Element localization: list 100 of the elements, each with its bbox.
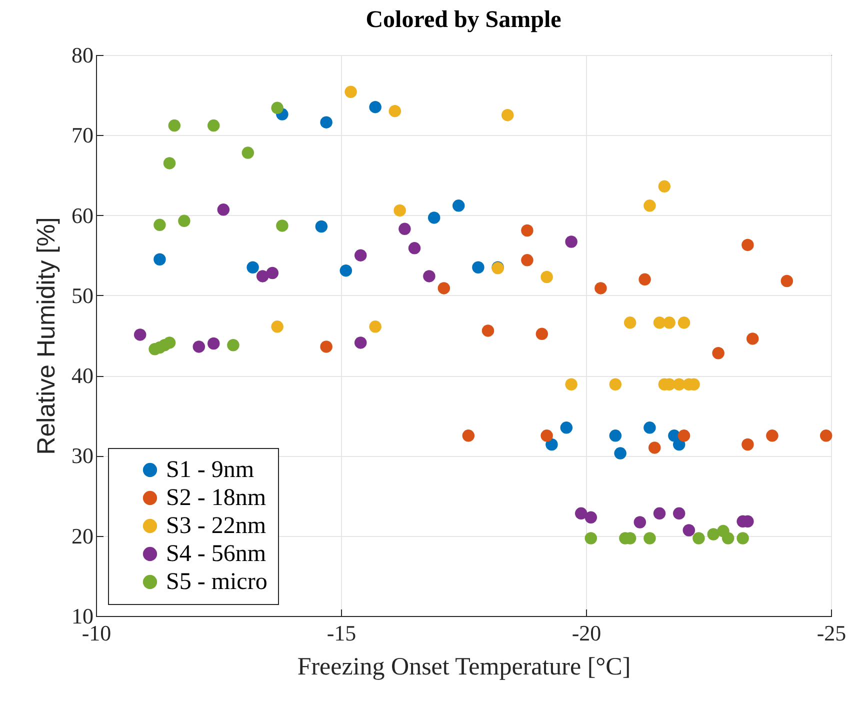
point [766, 430, 778, 442]
point [423, 270, 436, 282]
point [271, 320, 284, 333]
point [658, 180, 671, 193]
point [163, 336, 176, 349]
point [369, 100, 382, 114]
point [594, 282, 607, 294]
point [609, 430, 622, 442]
point [134, 328, 146, 341]
point [663, 316, 676, 329]
point [707, 528, 720, 540]
point [742, 438, 754, 451]
point [315, 220, 328, 233]
point [521, 254, 534, 266]
point [501, 108, 514, 122]
point [692, 532, 705, 544]
point [820, 430, 832, 442]
point [565, 236, 578, 248]
point [644, 532, 656, 544]
y-tick-label: 20 [72, 523, 94, 548]
x-tick-label: -25 [816, 620, 846, 646]
y-tick-label: 70 [72, 122, 94, 148]
point [722, 532, 734, 544]
point [584, 532, 598, 544]
point [746, 332, 759, 345]
point [320, 116, 332, 128]
point [266, 266, 279, 280]
x-tick-label: -15 [326, 620, 356, 646]
point [369, 320, 382, 333]
point [472, 261, 484, 274]
point [672, 507, 686, 520]
point [462, 430, 475, 442]
point [163, 157, 176, 170]
point [227, 339, 240, 352]
point [320, 340, 332, 353]
point [521, 224, 534, 237]
legend-label: S2 - 18nm [166, 485, 266, 511]
point [644, 200, 656, 212]
point [624, 316, 636, 329]
point [614, 447, 626, 460]
point [344, 86, 357, 98]
x-tick-label: -20 [572, 620, 602, 646]
point [276, 220, 288, 232]
point [634, 516, 646, 528]
y-tick-label: 60 [72, 202, 94, 228]
point [438, 282, 450, 294]
legend-label: S4 - 56nm [166, 541, 266, 567]
point [394, 204, 406, 217]
point [678, 430, 690, 442]
point [742, 238, 754, 252]
point [546, 438, 558, 451]
point [644, 422, 656, 434]
point [584, 511, 598, 524]
point [192, 340, 206, 353]
point [736, 532, 749, 544]
point [408, 242, 421, 254]
point [540, 270, 553, 284]
legend-label: S1 - 9nm [166, 457, 254, 483]
y-tick-label: 30 [72, 443, 94, 468]
legend-label: S5 - micro [166, 569, 268, 595]
legend-label: S3 - 22nm [166, 513, 266, 539]
point [340, 264, 352, 277]
point [653, 507, 666, 520]
point [217, 204, 230, 216]
point [540, 430, 553, 442]
point [648, 442, 661, 454]
point [178, 214, 190, 228]
point [398, 222, 411, 236]
point [256, 270, 269, 282]
point [354, 336, 367, 349]
y-tick-label: 40 [72, 363, 94, 388]
y-tick-label: 50 [72, 282, 94, 308]
point [574, 507, 588, 520]
point [271, 102, 284, 114]
point [452, 200, 465, 212]
point [682, 524, 696, 536]
y-axis-title: Relative Humidity [%] [32, 217, 60, 455]
x-axis-title: Freezing Onset Temperature [°C] [297, 654, 631, 680]
point [207, 337, 220, 350]
point [428, 212, 440, 224]
point [354, 249, 367, 262]
point [242, 146, 254, 159]
point [154, 218, 166, 232]
point [678, 316, 690, 329]
point [712, 347, 724, 360]
point [638, 273, 651, 286]
point [154, 253, 166, 266]
point [565, 378, 578, 390]
y-tick-label: 80 [72, 42, 94, 68]
point [388, 104, 402, 118]
chart-title: Colored by Sample [366, 7, 562, 33]
point [780, 274, 794, 288]
point [482, 324, 494, 337]
point [207, 119, 220, 132]
point [246, 261, 259, 274]
point [560, 422, 573, 434]
point [536, 328, 548, 340]
point [672, 438, 686, 451]
point [168, 119, 181, 132]
point [609, 378, 622, 390]
